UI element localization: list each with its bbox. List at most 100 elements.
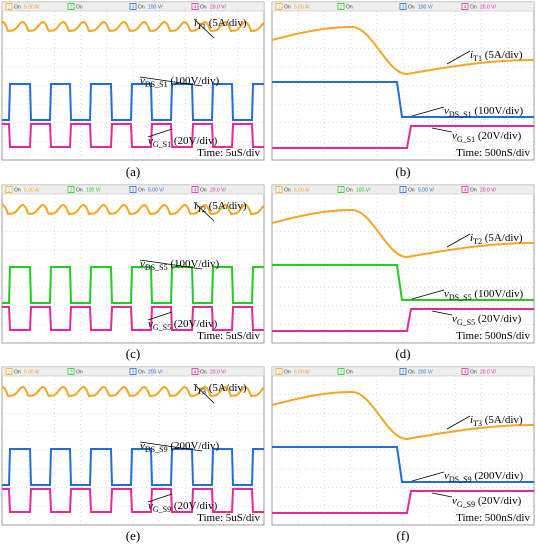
drain-source-trace (2, 266, 264, 304)
scope-panel: 1 On 5.00 A/2 On 3 On 100 V/4 On 20.0 V/iT1 (5A/… (1, 1, 265, 161)
trace-label: vG_S1 (20V/div) (148, 135, 218, 149)
trace-subscript: DS_S9 (145, 445, 168, 454)
trace-symbol: v (452, 495, 457, 507)
trace-scale: (100V/div) (472, 288, 524, 300)
time-scale: Time: 500nS/div (456, 147, 530, 159)
trace-subscript: T2 (473, 237, 482, 246)
channel-scale: 100 V/ (86, 188, 101, 194)
trace-symbol: v (452, 313, 457, 325)
channel-state: On (284, 370, 291, 376)
trace-subscript: T1 (473, 54, 482, 63)
trace-symbol: i (470, 414, 473, 426)
channel-scale: 100 V/ (148, 5, 163, 11)
trace-scale: (200V/div) (472, 470, 524, 482)
channel-number: 4 (464, 5, 467, 11)
trace-scale: (5A/div) (482, 49, 523, 61)
trace-symbol: v (140, 258, 145, 270)
channel-state: On (200, 370, 207, 376)
annotation-arrow (431, 310, 453, 316)
gate-trace (2, 123, 264, 148)
channel-number: 4 (194, 370, 197, 376)
trace-label: iT2 (5A/div) (470, 232, 523, 246)
current-trace (271, 391, 534, 440)
trace-subscript: G_S1 (153, 140, 171, 149)
trace-subscript: G_S1 (457, 135, 475, 144)
channel-badge (191, 186, 199, 193)
trace-scale: (20V/div) (475, 495, 521, 507)
channel-state: On (200, 188, 207, 194)
channel-badge (191, 368, 199, 375)
annotation-arrow (446, 415, 471, 430)
channel-number: 2 (340, 370, 343, 376)
channel-scale: 5.00 V/ (148, 188, 164, 194)
trace-scale: (5A/div) (206, 200, 247, 212)
channel-number: 2 (70, 188, 73, 194)
scope-panel: 1 On 5.00 A/2 On 100 V/3 On 5.00 V/4 On 20.0 V/i… (271, 184, 535, 344)
channel-number: 1 (8, 370, 11, 376)
trace-symbol: v (140, 440, 145, 452)
scope-panel: 1 On 5.00 A/2 On 3 On 100 V/4 On 20.0 V/iT1 (5A/… (271, 1, 535, 161)
time-scale: Time: 5uS/div (197, 147, 260, 159)
panel-label: (d) (395, 346, 410, 361)
channel-number: 1 (8, 5, 11, 11)
trace-symbol: v (148, 318, 153, 330)
gate-trace (2, 488, 264, 513)
channel-number: 3 (402, 370, 405, 376)
channel-state: On (200, 5, 207, 11)
channel-state: On (14, 370, 21, 376)
channel-state: On (346, 188, 353, 194)
trace-subscript: T3 (473, 419, 482, 428)
drain-source-trace (272, 446, 534, 483)
screen (1, 1, 265, 161)
trace-subscript: DS_S1 (449, 110, 472, 119)
annotation-arrow (193, 201, 215, 222)
channel-number: 1 (8, 188, 11, 194)
channel-state: On (408, 188, 415, 194)
channel-scale: 5.00 A/ (24, 188, 40, 194)
trace-scale: (20V/div) (171, 135, 217, 147)
channel-badge (67, 186, 75, 193)
channel-state: On (284, 5, 291, 11)
annotation-arrow (147, 311, 173, 321)
annotation-arrow (411, 471, 445, 482)
annotation-arrow (431, 492, 453, 498)
time-scale: Time: 5uS/div (197, 512, 260, 524)
gate-trace (272, 490, 534, 514)
channel-number: 1 (278, 370, 281, 376)
channel-state: On (408, 370, 415, 376)
channel-badge (337, 3, 345, 10)
channel-scale: 20.0 V/ (210, 370, 226, 376)
annotation-arrow (431, 127, 453, 133)
channel-state: On (284, 188, 291, 194)
panel-label: (c) (126, 346, 140, 361)
channel-state: On (470, 370, 477, 376)
scope-panel: 1 On 5.00 A/2 On 3 On 200 V/4 On 20.0 V/iT3 (5A/… (271, 366, 535, 526)
channel-scale: 5.00 A/ (294, 370, 310, 376)
channel-number: 2 (340, 5, 343, 11)
trace-label: vG_S9 (20V/div) (148, 500, 218, 514)
trace-symbol: i (470, 232, 473, 244)
trace-subscript: G_S5 (457, 318, 475, 327)
annotation-arrow (411, 106, 445, 117)
trace-subscript: DS_S9 (449, 475, 472, 484)
trace-symbol: i (194, 382, 197, 394)
channel-badge (191, 3, 199, 10)
channel-number: 1 (278, 188, 281, 194)
channel-state: On (470, 5, 477, 11)
annotation-arrow (446, 50, 471, 65)
drain-source-trace (2, 83, 264, 121)
scope-panel: 1 On 5.00 A/2 On 100 V/3 On 5.00 V/4 On 20.0 V/i… (1, 184, 265, 344)
trace-label: iT1 (5A/div) (194, 17, 247, 31)
channel-number: 2 (70, 370, 73, 376)
trace-scale: (5A/div) (482, 414, 523, 426)
trace-subscript: G_S9 (457, 500, 475, 509)
channel-number: 3 (132, 370, 135, 376)
channel-scale: 20.0 V/ (480, 5, 496, 11)
channel-number: 4 (464, 370, 467, 376)
channel-scale: 5.00 A/ (24, 5, 40, 11)
annotation-arrow (411, 289, 445, 300)
trace-subscript: T2 (197, 205, 206, 214)
annotation-arrow (147, 128, 173, 138)
trace-subscript: DS_S5 (145, 263, 168, 272)
trace-label: vDS_S9 (200V/div) (444, 470, 524, 484)
